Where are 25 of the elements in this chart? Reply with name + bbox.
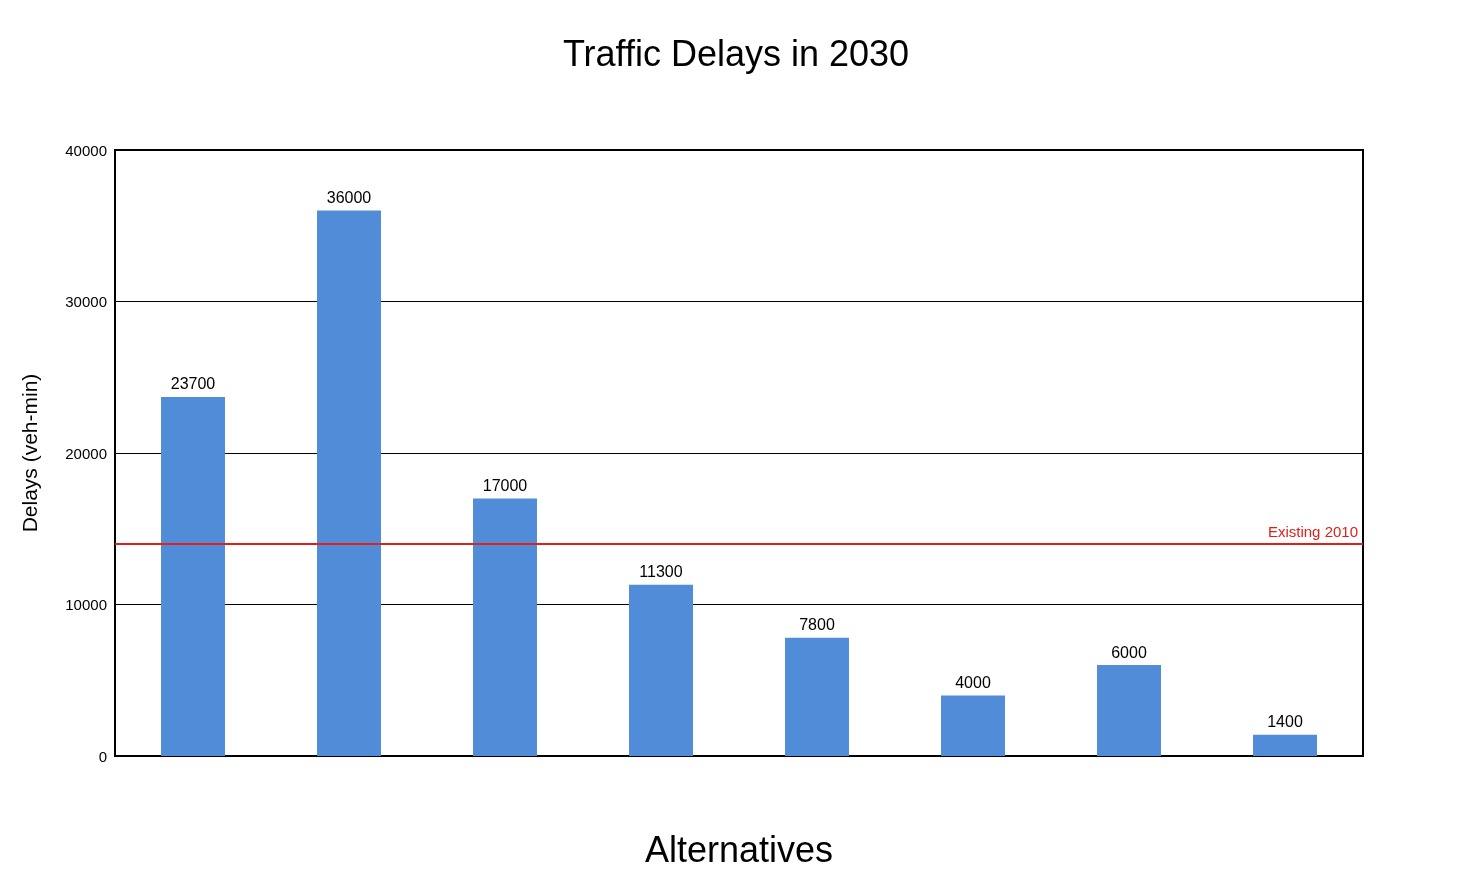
bar: [473, 498, 537, 756]
x-axis-title: Alternatives: [644, 828, 834, 870]
bar: [941, 695, 1005, 756]
bar: [161, 396, 225, 756]
y-tick-label: 0: [98, 747, 107, 765]
data-label: 7800: [799, 616, 835, 634]
bar: [785, 637, 849, 756]
y-axis-title: Delays (veh-min): [18, 373, 41, 533]
chart-title: Traffic Delays in 2030: [562, 32, 910, 74]
data-label: 17000: [482, 476, 528, 494]
bar: [1253, 734, 1317, 756]
y-tick-label: 20000: [65, 444, 107, 462]
data-label: 1400: [1267, 713, 1303, 731]
bar: [629, 584, 693, 756]
bar: [1097, 665, 1161, 756]
bar: [317, 210, 381, 756]
data-label: 36000: [326, 189, 372, 207]
y-tick-label: 10000: [65, 596, 107, 613]
ref-line-label: Existing 2010: [1267, 522, 1358, 540]
data-label: 23700: [170, 375, 216, 393]
y-tick-label: 30000: [65, 293, 107, 310]
data-label: 11300: [639, 563, 683, 581]
data-label: 6000: [1111, 643, 1147, 661]
y-tick-label: 40000: [65, 141, 107, 159]
data-label: 4000: [955, 673, 991, 691]
